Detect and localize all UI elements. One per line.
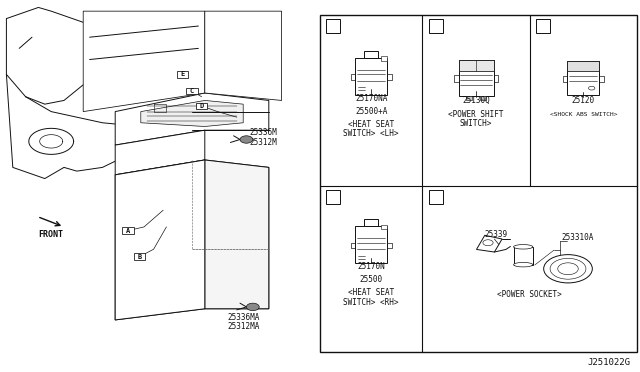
- Ellipse shape: [514, 263, 533, 267]
- Bar: [466, 96, 472, 100]
- Text: B: B: [138, 254, 141, 260]
- Bar: [458, 60, 494, 96]
- Text: 25170N: 25170N: [357, 262, 385, 272]
- Text: 25120: 25120: [572, 96, 595, 105]
- Text: A: A: [331, 21, 336, 30]
- Text: <SHOCK ABS SWITCH>: <SHOCK ABS SWITCH>: [550, 112, 617, 117]
- Bar: [568, 61, 600, 71]
- Text: 25336M: 25336M: [250, 128, 277, 137]
- Bar: [364, 219, 378, 226]
- Bar: [480, 96, 486, 100]
- Bar: [381, 224, 387, 229]
- Polygon shape: [115, 93, 269, 145]
- Bar: [196, 103, 207, 109]
- Text: D: D: [200, 103, 204, 109]
- Polygon shape: [115, 160, 269, 320]
- Polygon shape: [141, 100, 243, 126]
- Bar: [134, 253, 145, 260]
- Text: C: C: [190, 88, 194, 94]
- Text: 25170NA: 25170NA: [355, 94, 387, 103]
- Circle shape: [588, 86, 595, 90]
- Bar: [381, 56, 387, 61]
- Bar: [568, 61, 600, 95]
- Text: D: D: [331, 192, 336, 201]
- Bar: [0, 0, 317, 372]
- Text: C: C: [541, 21, 546, 30]
- Text: 25339: 25339: [485, 230, 508, 239]
- Bar: [186, 88, 198, 94]
- Bar: [536, 19, 550, 33]
- Circle shape: [483, 240, 493, 246]
- Ellipse shape: [514, 245, 533, 249]
- Polygon shape: [476, 235, 502, 252]
- Bar: [355, 58, 387, 95]
- Text: 25130Q: 25130Q: [462, 96, 490, 105]
- Polygon shape: [83, 11, 205, 112]
- Circle shape: [246, 303, 259, 311]
- Text: E: E: [433, 192, 438, 201]
- Circle shape: [240, 136, 253, 143]
- Polygon shape: [205, 11, 282, 100]
- Text: SWITCH> <RH>: SWITCH> <RH>: [344, 298, 399, 307]
- Text: <HEAT SEAT: <HEAT SEAT: [348, 288, 394, 298]
- Bar: [458, 60, 494, 71]
- Text: 25500: 25500: [360, 275, 383, 285]
- Polygon shape: [205, 160, 269, 309]
- Text: B: B: [433, 21, 438, 30]
- Text: 25312M: 25312M: [250, 138, 277, 147]
- Text: SWITCH> <LH>: SWITCH> <LH>: [344, 129, 399, 138]
- Bar: [122, 227, 134, 234]
- Bar: [514, 247, 533, 265]
- Text: 25312MA: 25312MA: [227, 323, 260, 331]
- Bar: [429, 190, 443, 204]
- Text: 25336MA: 25336MA: [227, 313, 260, 322]
- Text: SWITCH>: SWITCH>: [460, 119, 492, 128]
- Circle shape: [543, 254, 593, 283]
- Bar: [177, 71, 188, 78]
- Text: A: A: [126, 228, 130, 234]
- Polygon shape: [115, 130, 205, 175]
- Text: 253310A: 253310A: [562, 232, 594, 242]
- Text: FRONT: FRONT: [38, 230, 63, 239]
- Text: 25500+A: 25500+A: [355, 107, 387, 116]
- Text: J251022G: J251022G: [588, 358, 630, 367]
- Bar: [320, 15, 637, 352]
- Text: E: E: [180, 71, 184, 77]
- Bar: [326, 190, 340, 204]
- Bar: [364, 51, 378, 58]
- Polygon shape: [115, 160, 205, 320]
- Text: <HEAT SEAT: <HEAT SEAT: [348, 120, 394, 129]
- Bar: [326, 19, 340, 33]
- Text: <POWER SOCKET>: <POWER SOCKET>: [497, 289, 562, 299]
- Text: <POWER SHIFT: <POWER SHIFT: [449, 110, 504, 119]
- Bar: [355, 226, 387, 263]
- Bar: [429, 19, 443, 33]
